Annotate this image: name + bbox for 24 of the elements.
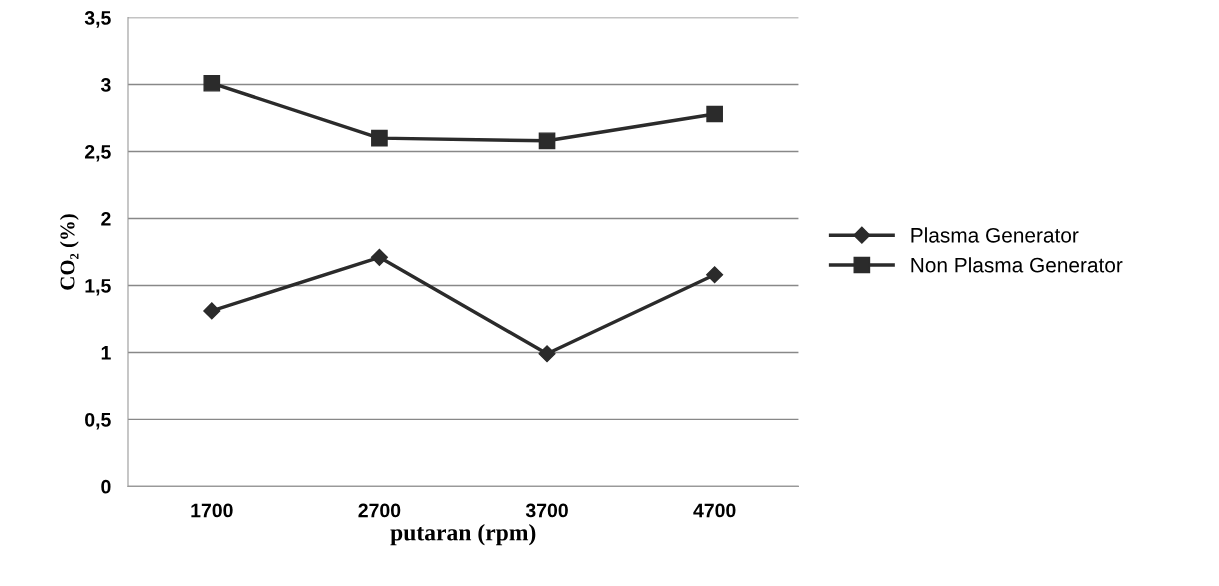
point [706, 105, 723, 123]
y-tick-label: 2,5 [84, 144, 111, 162]
x-tick-label: 2700 [358, 503, 401, 518]
y-axis-title: CO₂ (%) [59, 214, 79, 290]
y-tick-label: 2 [101, 211, 111, 226]
point [203, 74, 221, 92]
point [538, 345, 556, 363]
legend-label: Non Plasma Generator [911, 257, 1123, 273]
y-tick-label: 0,5 [85, 412, 111, 430]
x-axis-title: putaran (rpm) [390, 523, 536, 546]
point [706, 266, 724, 284]
point [370, 248, 388, 266]
x-tick-label: 3700 [525, 503, 568, 518]
x-tick-label: 1700 [191, 503, 233, 518]
legend-label: Plasma Generator [911, 227, 1079, 243]
y-tick-label: 0 [101, 479, 111, 494]
y-tick-label: 1,5 [85, 279, 111, 296]
x-tick-label: 4700 [693, 503, 736, 518]
y-tick-label: 3,5 [84, 11, 111, 28]
point [538, 132, 556, 150]
y-tick-label: 3 [100, 78, 111, 92]
y-tick-label: 1 [101, 346, 111, 360]
point [371, 129, 388, 147]
point [203, 302, 221, 320]
